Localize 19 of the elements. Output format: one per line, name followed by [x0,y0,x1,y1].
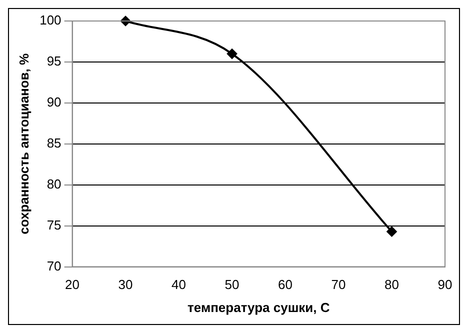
x-tick-label: 90 [438,277,452,292]
x-tick-label: 60 [278,277,292,292]
point [386,226,397,237]
y-tick-label: 100 [40,12,62,28]
point [227,48,238,59]
x-tick-label: 70 [331,277,346,292]
y-tick-label: 90 [46,94,62,110]
x-tick-label: 20 [65,277,80,292]
x-axis-title: температура сушки, С [188,300,330,315]
x-tick-label: 30 [118,277,133,292]
y-tick-label: 95 [46,54,62,69]
y-tick-label: 75 [46,217,62,232]
y-tick-label: 70 [46,258,62,274]
x-tick-label: 40 [172,277,186,292]
y-tick-label: 85 [46,135,62,150]
y-tick-label: 80 [46,176,62,192]
x-tick-label: 80 [384,277,399,292]
x-tick-label: 50 [224,277,240,292]
y-axis-title: сохранность антоцианов, % [16,53,32,234]
